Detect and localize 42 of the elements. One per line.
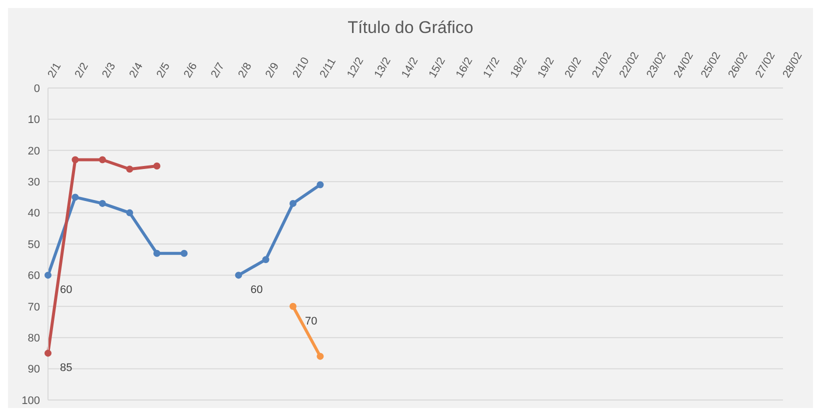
point bbox=[72, 194, 79, 201]
y-tick-label: 90 bbox=[28, 364, 40, 376]
x-tick-label: 2/3 bbox=[100, 60, 118, 80]
point bbox=[290, 200, 296, 207]
point bbox=[126, 166, 134, 173]
y-tick-label: 50 bbox=[28, 238, 40, 251]
x-tick-label: 2/9 bbox=[263, 60, 282, 80]
point bbox=[126, 209, 134, 216]
x-tick-label: 2/2 bbox=[72, 60, 91, 80]
point bbox=[316, 181, 324, 188]
x-tick-label: 2/8 bbox=[236, 60, 254, 80]
x-tick-label: 2/5 bbox=[154, 60, 173, 80]
point bbox=[180, 250, 188, 257]
x-tick-label: 2/6 bbox=[182, 60, 200, 80]
point bbox=[44, 350, 52, 357]
point bbox=[44, 272, 52, 279]
point bbox=[153, 162, 160, 170]
point bbox=[98, 200, 106, 207]
point bbox=[262, 256, 270, 264]
y-tick-label: 0 bbox=[34, 82, 40, 95]
y-tick-label: 10 bbox=[28, 114, 40, 126]
y-tick-label: 80 bbox=[28, 332, 40, 345]
point bbox=[235, 272, 242, 279]
x-tick-label: 2/7 bbox=[209, 60, 228, 80]
chart-title: Título do Gráfico bbox=[346, 18, 474, 38]
y-tick-label: 40 bbox=[28, 208, 40, 220]
y-tick-label: 60 bbox=[28, 270, 40, 282]
data-label: 60 bbox=[60, 284, 72, 296]
x-tick-label: 2/1 bbox=[46, 60, 64, 80]
y-tick-label: 20 bbox=[28, 145, 40, 158]
x-tick-label: 2/4 bbox=[127, 60, 146, 80]
y-tick-label: 70 bbox=[28, 301, 40, 314]
y-tick-label: 100 bbox=[22, 394, 40, 407]
data-label: 60 bbox=[250, 284, 263, 296]
data-label: 70 bbox=[305, 315, 318, 328]
point bbox=[316, 352, 324, 360]
point bbox=[72, 156, 79, 164]
point bbox=[98, 156, 106, 164]
point bbox=[153, 250, 160, 257]
y-tick-label: 30 bbox=[28, 176, 40, 189]
point bbox=[290, 302, 296, 310]
data-label: 85 bbox=[60, 362, 72, 374]
